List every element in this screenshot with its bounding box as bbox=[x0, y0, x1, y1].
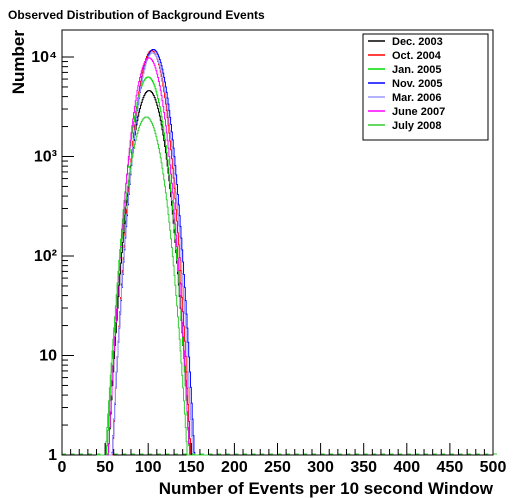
legend: Dec. 2003 Oct. 2004 Jan. 2005 Nov. 2005 Mar.… bbox=[362, 33, 489, 141]
chart-title: Observed Distribution of Background Even… bbox=[8, 8, 265, 22]
x-tick-label: 300 bbox=[307, 459, 334, 476]
x-tick-label: 100 bbox=[135, 459, 162, 476]
legend-label: Nov. 2005 bbox=[392, 78, 443, 90]
y-axis-title: Number bbox=[9, 30, 28, 95]
legend-label: July 2008 bbox=[392, 120, 442, 132]
series-line bbox=[96, 50, 210, 456]
x-axis: 0 50 100 150 200 250 300 350 400 450 500 bbox=[58, 443, 507, 476]
series-line bbox=[96, 49, 210, 456]
legend-label: Dec. 2003 bbox=[392, 36, 443, 48]
y-tick-label: 10⁴ bbox=[31, 49, 57, 66]
x-tick-label: 500 bbox=[480, 459, 507, 476]
x-tick-label: 250 bbox=[264, 459, 291, 476]
legend-box bbox=[362, 33, 489, 141]
x-axis-title: Number of Events per 10 second Window bbox=[159, 479, 494, 498]
x-tick-label: 0 bbox=[58, 459, 67, 476]
x-tick-label: 50 bbox=[96, 459, 114, 476]
y-tick-label: 10³ bbox=[34, 149, 57, 166]
x-tick-label: 200 bbox=[221, 459, 248, 476]
series-layer bbox=[62, 49, 497, 456]
x-tick-label: 150 bbox=[178, 459, 205, 476]
y-axis: 1 10 10² 10³ 10⁴ bbox=[31, 49, 74, 464]
x-tick-label: 350 bbox=[350, 459, 377, 476]
series-line bbox=[96, 76, 210, 456]
legend-label: June 2007 bbox=[392, 106, 445, 118]
legend-label: Mar. 2006 bbox=[392, 92, 442, 104]
series-line bbox=[96, 90, 210, 456]
y-tick-label: 1 bbox=[48, 447, 57, 464]
legend-label: Oct. 2004 bbox=[392, 50, 442, 62]
series-line bbox=[96, 52, 210, 456]
y-tick-label: 10 bbox=[39, 348, 57, 365]
series-line bbox=[96, 57, 210, 456]
x-tick-label: 400 bbox=[393, 459, 420, 476]
series-line bbox=[96, 116, 210, 456]
legend-label: Jan. 2005 bbox=[392, 64, 442, 76]
y-tick-label: 10² bbox=[34, 248, 57, 265]
x-tick-label: 450 bbox=[437, 459, 464, 476]
